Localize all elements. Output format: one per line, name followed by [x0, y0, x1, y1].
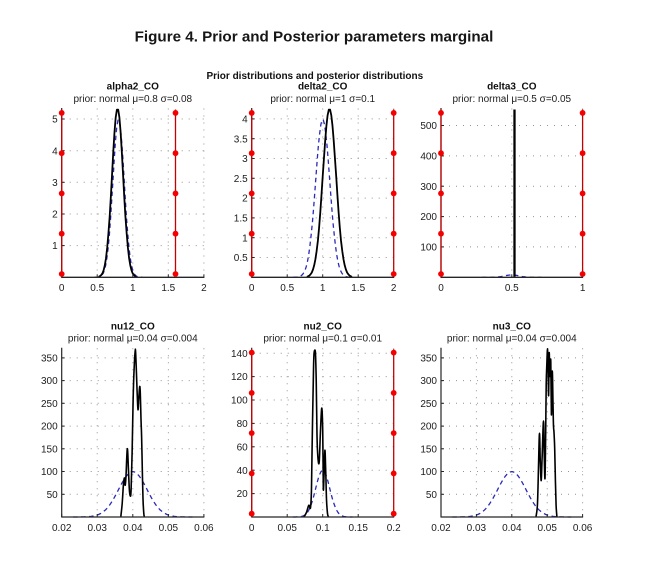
- svg-text:100: 100: [41, 467, 58, 478]
- svg-text:nu2_CO: nu2_CO: [304, 322, 343, 333]
- svg-text:5: 5: [52, 115, 58, 126]
- svg-text:0.5: 0.5: [505, 283, 519, 294]
- svg-text:100: 100: [420, 467, 437, 478]
- svg-text:60: 60: [237, 442, 249, 453]
- svg-text:prior: normal μ=0.04 σ=0.004: prior: normal μ=0.04 σ=0.004: [68, 334, 198, 345]
- svg-text:0.05: 0.05: [537, 523, 557, 534]
- svg-text:delta3_CO: delta3_CO: [487, 82, 537, 93]
- svg-text:100: 100: [420, 243, 437, 254]
- svg-text:150: 150: [420, 444, 437, 455]
- svg-text:0: 0: [59, 283, 65, 294]
- svg-text:alpha2_CO: alpha2_CO: [107, 82, 159, 93]
- svg-text:500: 500: [420, 121, 437, 132]
- svg-text:0.06: 0.06: [194, 523, 214, 534]
- svg-text:prior: normal μ=0.8 σ=0.08: prior: normal μ=0.8 σ=0.08: [73, 94, 192, 105]
- svg-text:0.5: 0.5: [90, 283, 104, 294]
- svg-text:0: 0: [249, 283, 255, 294]
- svg-text:4: 4: [52, 146, 58, 157]
- svg-text:120: 120: [231, 372, 248, 383]
- svg-text:2: 2: [52, 210, 58, 221]
- svg-text:0.2: 0.2: [387, 523, 401, 534]
- svg-text:0.1: 0.1: [316, 523, 330, 534]
- svg-text:40: 40: [237, 466, 249, 477]
- svg-text:0.03: 0.03: [467, 523, 487, 534]
- svg-text:300: 300: [41, 376, 58, 387]
- svg-text:3: 3: [242, 154, 248, 165]
- svg-text:150: 150: [41, 444, 58, 455]
- svg-text:0.05: 0.05: [159, 523, 179, 534]
- svg-text:300: 300: [420, 182, 437, 193]
- svg-text:1: 1: [320, 283, 326, 294]
- svg-text:delta2_CO: delta2_CO: [298, 82, 348, 93]
- svg-text:200: 200: [420, 422, 437, 433]
- svg-text:0.03: 0.03: [87, 523, 107, 534]
- svg-text:0.5: 0.5: [234, 253, 248, 264]
- svg-text:200: 200: [420, 212, 437, 223]
- svg-text:0.5: 0.5: [280, 283, 294, 294]
- svg-text:350: 350: [420, 354, 437, 365]
- svg-text:1: 1: [580, 283, 586, 294]
- svg-text:1: 1: [242, 233, 248, 244]
- svg-text:0: 0: [249, 523, 255, 534]
- svg-text:300: 300: [420, 376, 437, 387]
- svg-text:2: 2: [391, 283, 397, 294]
- svg-text:2.5: 2.5: [234, 174, 248, 185]
- svg-text:0.05: 0.05: [277, 523, 297, 534]
- svg-text:1.5: 1.5: [161, 283, 175, 294]
- svg-text:prior: normal μ=1 σ=0.1: prior: normal μ=1 σ=0.1: [270, 94, 375, 105]
- svg-text:0.06: 0.06: [573, 523, 593, 534]
- svg-text:nu3_CO: nu3_CO: [493, 322, 532, 333]
- svg-text:1: 1: [130, 283, 136, 294]
- svg-text:200: 200: [41, 422, 58, 433]
- svg-text:0.02: 0.02: [431, 523, 451, 534]
- svg-text:50: 50: [47, 490, 59, 501]
- svg-text:350: 350: [41, 354, 58, 365]
- svg-text:nu12_CO: nu12_CO: [111, 322, 155, 333]
- svg-text:0.04: 0.04: [502, 523, 522, 534]
- svg-text:250: 250: [41, 399, 58, 410]
- svg-text:Figure 4. Prior and Posterior: Figure 4. Prior and Posterior parameters…: [135, 29, 494, 46]
- svg-text:2: 2: [201, 283, 207, 294]
- svg-text:250: 250: [420, 399, 437, 410]
- svg-text:0.04: 0.04: [123, 523, 143, 534]
- svg-text:prior: normal μ=0.5 σ=0.05: prior: normal μ=0.5 σ=0.05: [452, 94, 571, 105]
- svg-text:3.5: 3.5: [234, 134, 248, 145]
- svg-text:20: 20: [237, 489, 249, 500]
- svg-text:1.5: 1.5: [351, 283, 365, 294]
- svg-text:1.5: 1.5: [234, 214, 248, 225]
- svg-text:80: 80: [237, 419, 249, 430]
- svg-text:0.02: 0.02: [52, 523, 72, 534]
- svg-text:400: 400: [420, 152, 437, 163]
- svg-text:4: 4: [242, 115, 248, 126]
- svg-text:100: 100: [231, 396, 248, 407]
- svg-text:Prior distributions and poster: Prior distributions and posterior distri…: [206, 71, 423, 82]
- svg-text:prior: normal μ=0.1 σ=0.01: prior: normal μ=0.1 σ=0.01: [263, 334, 382, 345]
- svg-text:3: 3: [52, 178, 58, 189]
- svg-text:0: 0: [438, 283, 444, 294]
- svg-text:2: 2: [242, 194, 248, 205]
- svg-text:prior: normal μ=0.04 σ=0.004: prior: normal μ=0.04 σ=0.004: [447, 334, 577, 345]
- svg-text:0.15: 0.15: [348, 523, 368, 534]
- svg-text:50: 50: [426, 490, 438, 501]
- svg-text:1: 1: [52, 241, 58, 252]
- svg-text:140: 140: [231, 349, 248, 360]
